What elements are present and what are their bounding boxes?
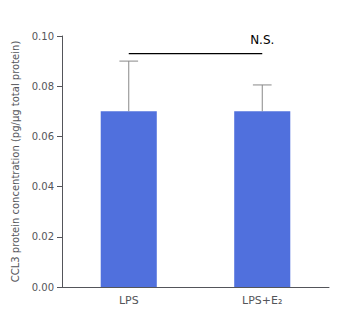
svg-text:0.08: 0.08 <box>32 81 54 92</box>
svg-text:CCL3 protein concentration (pg: CCL3 protein concentration (pg/μg total … <box>10 41 21 283</box>
svg-text:0.00: 0.00 <box>32 282 54 293</box>
svg-text:LPS: LPS <box>119 294 139 307</box>
svg-text:N.S.: N.S. <box>250 33 274 47</box>
svg-text:0.04: 0.04 <box>32 181 54 192</box>
svg-text:LPS+E₂: LPS+E₂ <box>242 294 282 307</box>
svg-text:0.06: 0.06 <box>32 131 54 142</box>
svg-text:0.02: 0.02 <box>32 231 54 242</box>
svg-text:0.10: 0.10 <box>32 31 54 42</box>
